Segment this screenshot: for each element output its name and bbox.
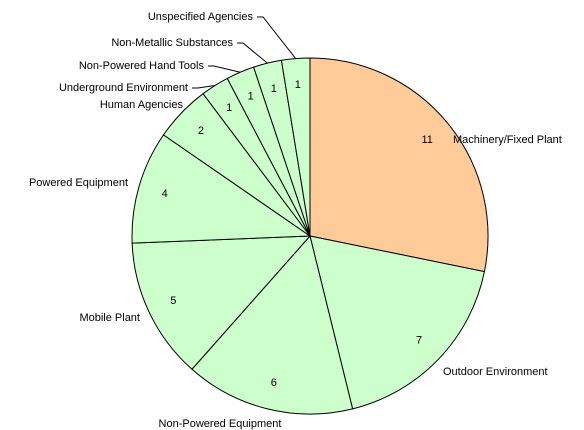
category-label: Mobile Plant xyxy=(79,312,140,324)
leader-line xyxy=(237,42,268,64)
category-label: Outdoor Environment xyxy=(443,366,548,378)
leader-line xyxy=(208,65,241,73)
pie-slice xyxy=(309,235,485,410)
pie-slice xyxy=(191,234,354,415)
value-label: 1 xyxy=(226,102,232,114)
leader-line xyxy=(257,16,297,59)
value-label: 2 xyxy=(198,125,204,137)
value-label: 4 xyxy=(162,188,168,200)
leader-line xyxy=(192,85,215,89)
value-label: 6 xyxy=(271,377,277,389)
value-label: 5 xyxy=(170,295,176,307)
category-label: Unspecified Agencies xyxy=(148,11,254,23)
value-label: 1 xyxy=(271,83,277,95)
value-label: 1 xyxy=(248,91,254,103)
category-label: Underground Environment xyxy=(59,82,188,94)
pie-slice xyxy=(131,134,312,244)
pie-slice xyxy=(131,235,312,370)
category-label: Human Agencies xyxy=(100,99,184,111)
category-label: Non-Metallic Substances xyxy=(111,37,233,49)
pie-slice xyxy=(280,57,311,237)
value-label: 7 xyxy=(416,335,422,347)
category-label: Machinery/Fixed Plant xyxy=(453,134,562,146)
value-label: 1 xyxy=(295,79,301,91)
category-label: Non-Powered Equipment xyxy=(159,418,282,430)
category-label: Powered Equipment xyxy=(29,177,128,189)
pie-slice xyxy=(309,57,489,273)
value-label: 11 xyxy=(421,134,432,146)
category-label: Non-Powered Hand Tools xyxy=(79,60,205,72)
